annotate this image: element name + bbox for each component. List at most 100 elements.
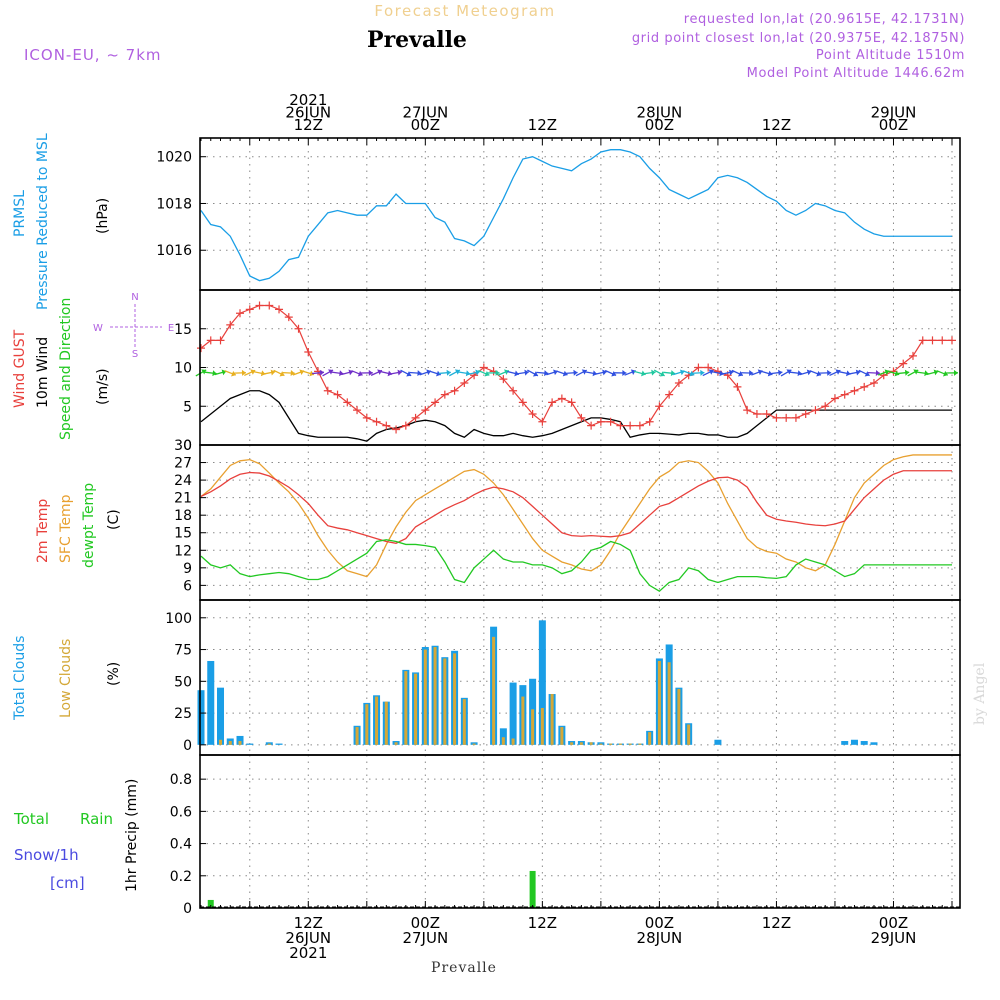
wind-arrow-head-69 xyxy=(875,370,880,377)
gust-marker-73 xyxy=(908,351,917,360)
gust-marker-40 xyxy=(587,421,596,430)
wind-arrow-head-45 xyxy=(641,370,646,377)
gust-marker-49 xyxy=(674,379,683,387)
bottom-time-label-4-0: 12Z xyxy=(762,914,791,932)
wind-ytick-label-3: 15 xyxy=(174,322,192,338)
gust-label: Wind GUST xyxy=(12,329,28,408)
low-cloud-bar-34 xyxy=(531,709,535,745)
gust-marker-51 xyxy=(694,363,703,372)
wind-arrow-12 xyxy=(312,369,325,376)
wind-arrow-17 xyxy=(360,369,373,376)
bottom-time-label-2-0: 12Z xyxy=(528,914,557,932)
wind-arrow-head-61 xyxy=(797,370,802,377)
wind-arrow-head-19 xyxy=(387,370,393,377)
total-cloud-bar-8 xyxy=(275,743,283,745)
wind-arrow-head-73 xyxy=(913,369,919,375)
gust-marker-55 xyxy=(733,382,742,391)
data-layer xyxy=(195,149,960,908)
wind-arrow-head-25 xyxy=(446,369,451,376)
gust-marker-66 xyxy=(840,390,849,399)
pressure-ytick-label-1: 1018 xyxy=(156,196,192,212)
wind-arrow-5 xyxy=(244,369,256,377)
gust-marker-59 xyxy=(772,413,781,422)
wind-arrow-head-11 xyxy=(309,370,315,377)
temp-ytick-label-1: 9 xyxy=(183,561,192,577)
low-cloud-bar-32 xyxy=(511,738,515,745)
wind-arrow-45 xyxy=(633,370,646,377)
precip-ytick-label-0: 0 xyxy=(183,901,192,917)
wind-arrow-18 xyxy=(370,369,383,376)
wind-arrow-7 xyxy=(263,369,276,376)
wind-arrow-55 xyxy=(731,369,744,377)
wind-arrow-head-32 xyxy=(514,370,519,377)
temp-ytick-label-2: 12 xyxy=(174,543,192,559)
wind-arrow-74 xyxy=(916,370,929,377)
gust-marker-6 xyxy=(255,301,264,310)
wind-label: 10m Wind xyxy=(35,337,51,408)
wind-arrow-head-16 xyxy=(357,370,363,377)
clouds-ytick-label-1: 25 xyxy=(174,706,192,722)
wind-arrow-73 xyxy=(907,369,919,377)
compass-w: W xyxy=(93,323,103,334)
wind-arrow-head-13 xyxy=(328,369,334,375)
wind-arrow-54 xyxy=(721,369,734,376)
wind-arrow-72 xyxy=(897,369,910,376)
wind-arrow-head-68 xyxy=(864,371,870,377)
wind-arrow-head-37 xyxy=(562,370,568,377)
top-time-label-0-1: 26JUN xyxy=(285,104,331,122)
credit-text: by Angel xyxy=(972,662,988,725)
wind-arrow-head-60 xyxy=(786,369,792,375)
gust-marker-58 xyxy=(762,410,771,418)
wind-arrow-34 xyxy=(527,369,539,377)
wind-arrow-head-7 xyxy=(270,369,276,376)
wind-arrow-head-4 xyxy=(241,369,247,376)
low-cloud-bar-38 xyxy=(570,742,574,745)
gust-marker-13 xyxy=(323,386,332,395)
low-cloud-bar-27 xyxy=(462,699,466,745)
wind-arrow-head-34 xyxy=(532,371,538,377)
compass-s: S xyxy=(132,349,138,360)
low-cloud-bar-26 xyxy=(453,653,457,745)
gust-marker-9 xyxy=(284,313,293,322)
gust-marker-8 xyxy=(275,305,284,314)
wind-arrow-65 xyxy=(829,369,841,377)
wind-arrow-head-71 xyxy=(894,370,900,377)
low-cloud-bar-40 xyxy=(589,742,593,745)
low-cloud-bar-43 xyxy=(618,743,622,745)
gust-marker-37 xyxy=(557,394,566,403)
location-title: Prevalle xyxy=(367,27,467,53)
total-cloud-bar-67 xyxy=(850,739,858,745)
gust-marker-62 xyxy=(801,410,810,418)
wind-arrow-20 xyxy=(390,369,403,376)
wind-unit: (m/s) xyxy=(95,368,111,405)
low-cloud-bar-33 xyxy=(521,696,525,745)
temp-ytick-label-3: 15 xyxy=(174,526,192,542)
low-cloud-label: Low Clouds xyxy=(58,639,74,718)
top-time-label-2-0: 12Z xyxy=(528,116,557,134)
total-cloud-bar-1 xyxy=(207,660,215,745)
gust-marker-21 xyxy=(401,421,410,430)
wind-arrow-29 xyxy=(478,369,490,377)
gust-marker-19 xyxy=(382,421,391,430)
top-time-label-3-1: 00Z xyxy=(645,116,674,134)
gust-marker-15 xyxy=(343,398,352,407)
bottom-time-label-5-0: 00Z xyxy=(879,914,908,932)
gust-marker-48 xyxy=(665,390,674,399)
rain-bar-34 xyxy=(529,870,536,908)
gust-marker-46 xyxy=(645,417,654,426)
wind-ytick-label-2: 10 xyxy=(174,361,192,377)
wind-arrow-head-18 xyxy=(377,369,383,375)
model-label: ICON-EU, ~ 7km xyxy=(24,46,162,64)
top-time-label-1-0: 27JUN xyxy=(402,104,448,122)
temp-ytick-label-0: 6 xyxy=(183,578,192,594)
pressure-ytick-label-0: 1016 xyxy=(156,243,192,259)
wind-arrow-26 xyxy=(448,369,461,377)
total-cloud-bar-0 xyxy=(197,690,205,745)
gust-marker-3 xyxy=(226,320,235,329)
wind-arrow-61 xyxy=(789,370,802,377)
wind-arrow-head-17 xyxy=(368,369,373,376)
wind-arrow-head-8 xyxy=(279,371,285,377)
wind-arrow-4 xyxy=(233,369,247,376)
wind-arrow-head-0 xyxy=(201,369,207,375)
gust-marker-31 xyxy=(499,375,508,384)
